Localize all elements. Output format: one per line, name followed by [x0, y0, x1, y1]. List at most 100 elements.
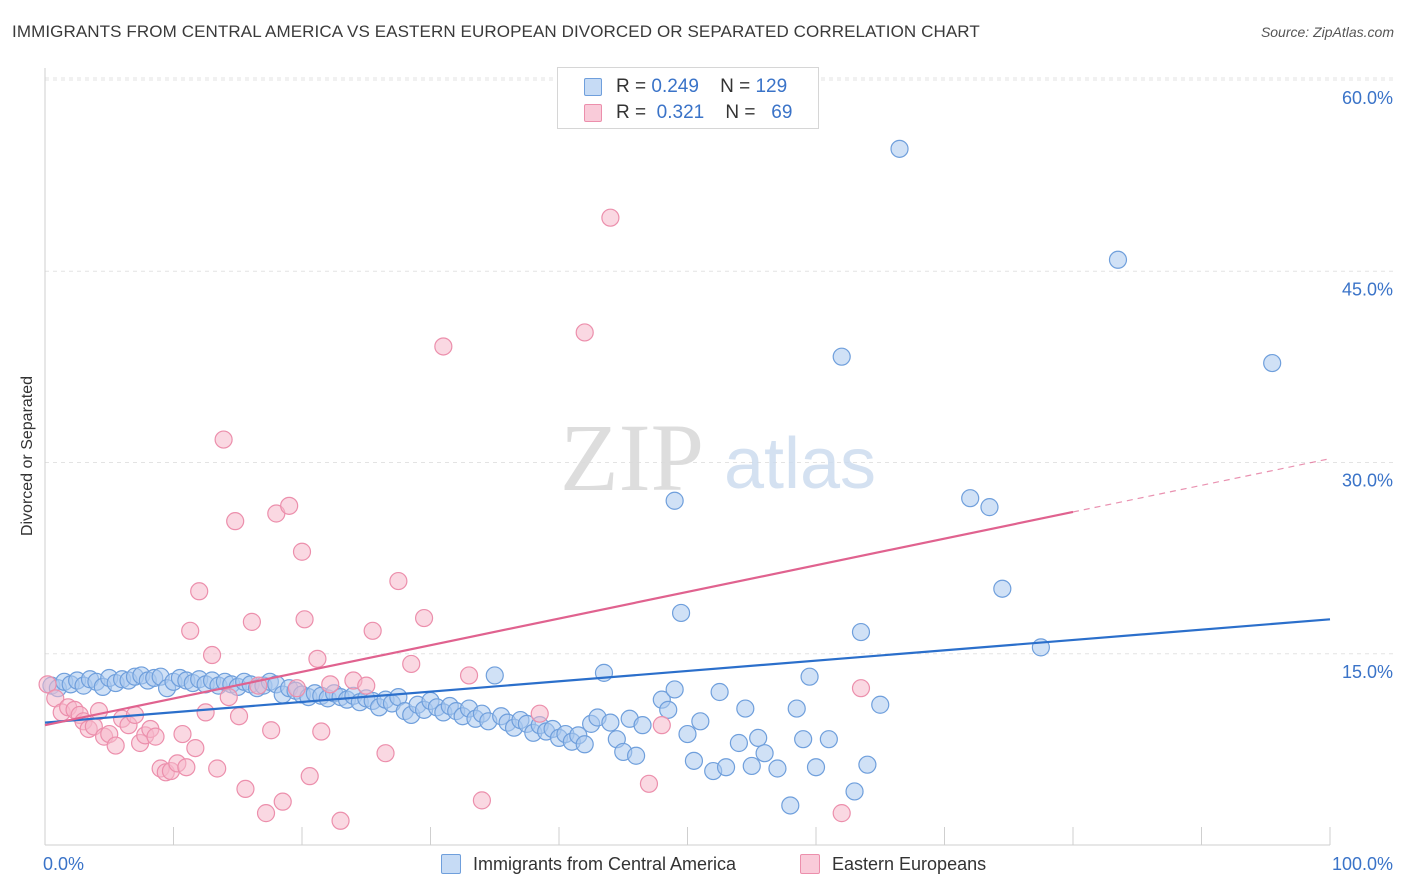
legend-n-value: 129 [755, 76, 788, 97]
legend-swatch-pink [584, 104, 602, 122]
y-axis-label: Divorced or Separated [19, 375, 36, 537]
bottom-legend-swatch-pink [800, 854, 820, 874]
data-point [787, 699, 806, 718]
chart-title: IMMIGRANTS FROM CENTRAL AMERICA VS EASTE… [12, 22, 980, 41]
data-point [389, 571, 408, 591]
data-point [357, 676, 376, 695]
data-point [601, 208, 620, 227]
data-point [639, 774, 659, 793]
data-point [832, 804, 851, 823]
source-credit: Source: ZipAtlas.com [1260, 24, 1394, 40]
legend-n-label: N = [725, 102, 756, 123]
data-point [890, 139, 909, 158]
data-point [106, 736, 125, 755]
bottom-legend-eastern-europeans: Eastern Europeans [800, 852, 986, 876]
data-point [736, 699, 755, 718]
data-point [321, 675, 340, 694]
data-point [308, 649, 327, 668]
data-point [226, 512, 245, 531]
data-point [363, 621, 382, 640]
data-point [819, 730, 838, 749]
data-point [280, 496, 299, 515]
data-point [177, 758, 196, 777]
axes [44, 68, 1331, 846]
data-point [300, 767, 319, 786]
trend-lines [44, 458, 1331, 727]
data-point [287, 679, 306, 698]
legend-row-eastern-europeans: R = 0.321 N = 69 [584, 101, 792, 125]
data-point [800, 667, 819, 686]
data-point [38, 675, 57, 694]
data-point [633, 716, 652, 735]
data-point [710, 682, 729, 702]
data-point [414, 608, 434, 628]
bottom-legend-label: Immigrants from Central America [473, 853, 737, 874]
watermark-atlas: atlas [724, 424, 876, 504]
data-point [601, 713, 620, 732]
data-point [858, 755, 877, 774]
data-point [961, 489, 980, 508]
data-point [659, 700, 678, 719]
data-point [173, 724, 192, 744]
data-point [575, 735, 594, 754]
legend-n-label: N = [720, 76, 751, 97]
data-point [219, 687, 238, 707]
series-eastern-europeans-points [38, 208, 871, 830]
data-point [871, 695, 890, 714]
data-point [665, 491, 684, 510]
tick-labels: 15.0% 30.0% 45.0% 60.0% 0.0% 100.0% [43, 88, 1393, 874]
legend-row-central-america: R = 0.249 N = 129 [584, 75, 787, 99]
data-point [980, 498, 999, 517]
data-point [190, 582, 209, 601]
watermark: ZIP atlas [560, 404, 876, 511]
data-point [295, 610, 314, 629]
trend-line-eastern-europeans-extension [1072, 458, 1331, 513]
data-point [755, 744, 774, 763]
data-point [242, 612, 261, 631]
data-point [652, 716, 671, 735]
data-point [256, 804, 276, 823]
data-point [262, 721, 281, 740]
data-point [236, 779, 255, 799]
data-point [729, 733, 749, 753]
data-point [146, 727, 165, 746]
trend-line-central-america [44, 618, 1331, 724]
data-point [678, 724, 697, 744]
y-tick-label: 15.0% [1342, 662, 1393, 682]
legend-r-label: R = [616, 76, 647, 97]
data-point [273, 792, 292, 811]
data-point [214, 430, 233, 449]
legend-n-value: 69 [771, 102, 793, 123]
bottom-legend-swatch-blue [441, 854, 461, 874]
data-point [459, 666, 479, 685]
data-point [402, 654, 421, 674]
data-point [684, 751, 704, 770]
data-point [312, 722, 331, 741]
data-point [181, 621, 200, 640]
data-point [845, 782, 864, 801]
legend-swatch-blue [584, 78, 602, 96]
watermark-zip: ZIP [560, 404, 704, 511]
data-point [993, 579, 1012, 598]
data-point [202, 645, 222, 665]
data-point [434, 337, 453, 356]
data-point [472, 791, 491, 810]
data-point [749, 728, 768, 748]
data-point [851, 679, 871, 698]
correlation-legend: R = 0.249 N = 129 R = 0.321 N = 69 [557, 67, 819, 129]
data-point [485, 666, 504, 685]
y-tick-label: 60.0% [1342, 88, 1393, 108]
data-point [671, 603, 691, 623]
data-point [716, 758, 736, 777]
data-point [1108, 250, 1128, 269]
x-tick-label: 0.0% [43, 854, 84, 874]
legend-r-value: 0.249 [651, 76, 699, 97]
bottom-legend-label: Eastern Europeans [832, 853, 987, 874]
data-point [1263, 353, 1282, 373]
data-point [229, 707, 249, 726]
y-tick-label: 45.0% [1342, 279, 1393, 299]
data-point [196, 703, 215, 722]
data-point [626, 746, 646, 765]
data-point [575, 323, 594, 342]
